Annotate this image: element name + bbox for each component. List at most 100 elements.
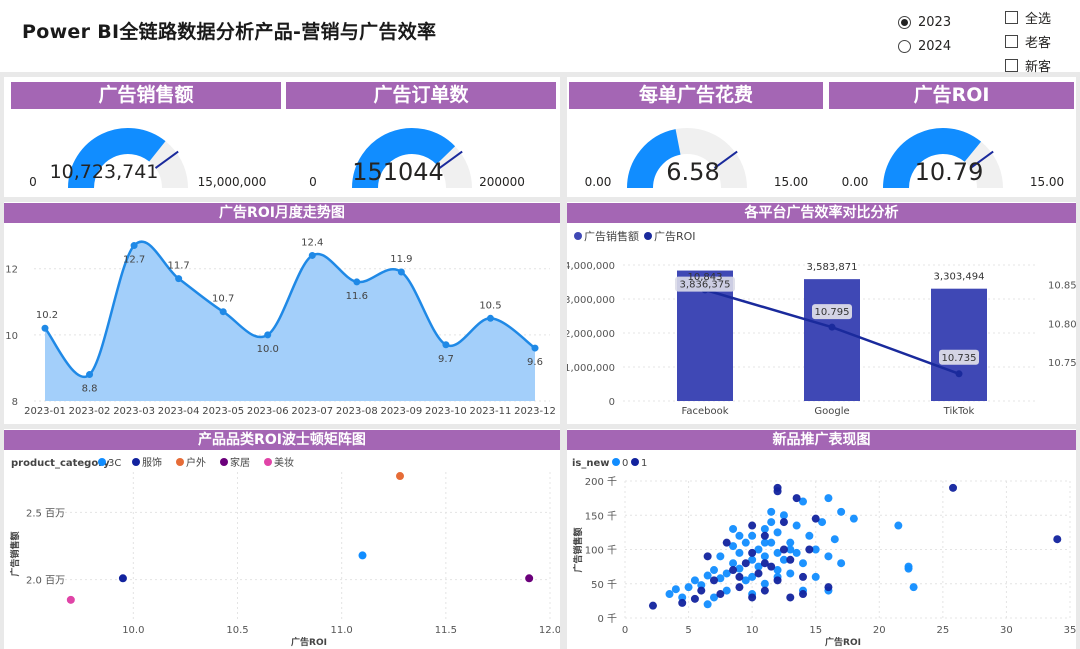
scatter-point xyxy=(792,494,801,503)
radio-icon[interactable] xyxy=(898,39,911,53)
scatter-point xyxy=(748,572,757,581)
data-label: 11.9 xyxy=(390,254,412,265)
scatter-point xyxy=(792,521,801,530)
scatter-point xyxy=(799,590,807,599)
customer-option-old[interactable]: 老客 xyxy=(1005,29,1051,53)
x-tick-label: 2023-12 xyxy=(514,406,556,417)
page-title: Power BI全链路数据分析产品-营销与广告效率 xyxy=(22,21,437,43)
scatter-point xyxy=(396,472,404,481)
scatter-point xyxy=(703,552,712,561)
scatter-point xyxy=(760,559,769,568)
year-option-2023[interactable]: 2023 xyxy=(898,10,951,34)
legend-dot xyxy=(98,458,106,466)
checkbox-icon[interactable] xyxy=(1005,34,1018,48)
y-tick-label: 2.5 百万 xyxy=(26,507,65,519)
legend-dot xyxy=(220,458,228,466)
year-option-2024[interactable]: 2024 xyxy=(898,34,951,58)
scatter-point xyxy=(729,559,738,568)
scatter-point xyxy=(678,593,687,602)
x-tick-label: 2023-07 xyxy=(291,406,333,417)
scatter-point xyxy=(684,583,693,592)
checkbox-icon[interactable] xyxy=(1005,58,1018,72)
data-label-bg xyxy=(675,276,735,292)
y-tick-label: 8 xyxy=(12,397,18,408)
y-axis-label: 广告销售额 xyxy=(572,527,584,572)
data-label: 11.6 xyxy=(346,291,368,302)
scatter-point xyxy=(748,521,757,530)
category-panel xyxy=(4,429,560,649)
legend-label: 广告ROI xyxy=(654,230,696,243)
legend-dot-roi xyxy=(644,232,652,240)
legend-title: is_new xyxy=(572,458,610,469)
legend-dot xyxy=(176,458,184,466)
y-tick-label: 0 xyxy=(609,397,615,408)
customer-label: 老客 xyxy=(1025,35,1052,51)
customer-option-new[interactable]: 新客 xyxy=(1005,53,1051,77)
gauge-max: 15.00 xyxy=(1030,175,1064,189)
scatter-point xyxy=(773,566,782,575)
scatter-point xyxy=(690,594,699,603)
scatter-point xyxy=(904,564,913,573)
scatter-point xyxy=(741,576,750,585)
year-label: 2024 xyxy=(918,38,952,54)
scatter-point xyxy=(824,552,833,561)
radio-selected-icon[interactable] xyxy=(898,15,911,29)
customer-option-all[interactable]: 全选 xyxy=(1005,5,1051,29)
scatter-point xyxy=(760,531,769,540)
scatter-point xyxy=(805,531,814,540)
gauge-max: 200000 xyxy=(479,175,525,189)
x-tick-label: Google xyxy=(814,406,849,417)
scatter-point xyxy=(358,551,367,560)
y-tick-label: 12 xyxy=(5,265,18,276)
scatter-point xyxy=(792,548,801,557)
gauge-min: 0 xyxy=(309,175,317,189)
data-label: 12.4 xyxy=(301,237,323,248)
gauge-min: 0.00 xyxy=(842,175,869,189)
legend-label: 广告销售额 xyxy=(584,229,639,243)
scatter-point xyxy=(786,538,795,547)
y-right-tick-label: 10.85 xyxy=(1048,280,1076,291)
data-point xyxy=(264,331,272,339)
x-tick-label: 10.0 xyxy=(122,625,144,636)
scatter-point xyxy=(811,572,820,581)
gauge-max: 15.00 xyxy=(774,175,808,189)
scatter-point xyxy=(949,483,958,492)
scatter-point xyxy=(741,538,750,547)
scatter-point xyxy=(710,576,718,585)
scatter-point xyxy=(786,569,795,578)
y-tick-label: 200 千 xyxy=(585,476,617,488)
data-label: 12.7 xyxy=(123,255,145,266)
scatter-point xyxy=(811,514,820,523)
x-tick-label: 2023-01 xyxy=(24,406,66,417)
x-tick-label: 2023-04 xyxy=(158,406,200,417)
scatter-point xyxy=(729,524,738,533)
x-tick-label: 2023-09 xyxy=(380,406,422,417)
x-tick-label: Facebook xyxy=(682,406,729,417)
legend-dot-1 xyxy=(631,458,639,466)
customer-label: 新客 xyxy=(1025,59,1052,75)
roi-data-label: 10,843 xyxy=(688,272,723,283)
scatter-point xyxy=(805,545,814,554)
scatter-point xyxy=(779,511,788,520)
new-product-panel xyxy=(567,429,1076,649)
scatter-point xyxy=(811,545,820,554)
legend-label: 户外 xyxy=(186,456,206,469)
legend-dot-0 xyxy=(612,458,620,466)
scatter-point xyxy=(786,555,795,564)
gauge-target xyxy=(969,150,994,169)
bar-tiktok xyxy=(931,288,987,401)
data-point xyxy=(308,251,316,259)
checkbox-icon[interactable] xyxy=(1005,10,1018,24)
gauge-fill xyxy=(352,128,456,189)
scatter-point xyxy=(767,562,776,571)
legend-dot xyxy=(264,458,272,466)
legend-label: 0 xyxy=(622,458,628,469)
scatter-point xyxy=(722,569,731,578)
data-label-bg xyxy=(939,349,979,365)
chart-legend: is_new 0 1 xyxy=(572,458,647,469)
scatter-point xyxy=(894,521,903,530)
data-label: 11.7 xyxy=(168,261,190,272)
x-tick-label: 2023-03 xyxy=(113,406,155,417)
x-tick-label: TikTok xyxy=(943,406,975,417)
